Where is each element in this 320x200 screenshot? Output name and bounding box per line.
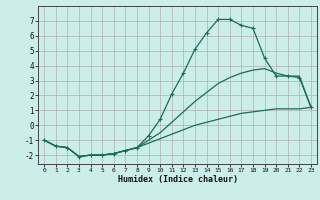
X-axis label: Humidex (Indice chaleur): Humidex (Indice chaleur) [118,175,238,184]
